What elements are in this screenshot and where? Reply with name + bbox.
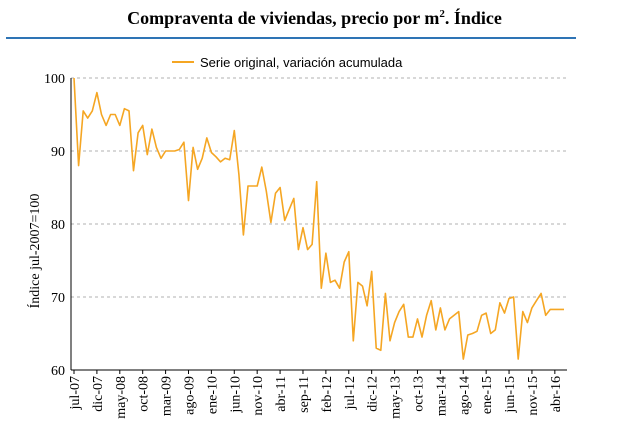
chart-title-superscript: 2 (439, 8, 445, 20)
x-tick-label: dic-12 (366, 376, 381, 412)
x-tick-label: abr-11 (274, 376, 289, 412)
y-tick-label: 60 (51, 364, 65, 379)
chart-title: Compraventa de viviendas, precio por m2.… (0, 8, 629, 29)
x-tick-label: oct-13 (411, 376, 426, 412)
y-tick-label: 100 (44, 72, 65, 87)
y-tick-label: 90 (51, 145, 65, 160)
x-tick-label: jul-12 (343, 376, 358, 410)
legend-label: Serie original, variación acumulada (200, 55, 403, 70)
x-tick-label: ene-10 (205, 376, 220, 414)
y-axis-label: Índice jul-2007=100 (26, 194, 43, 309)
x-tick-labels: jul-07 dic-07 may-08 oct-08 mar-09 ago-09 ene-… (68, 376, 564, 419)
x-tick-label: sep-11 (297, 376, 312, 413)
x-tick-label: jun-15 (503, 376, 518, 414)
x-tick-label: ago-14 (457, 376, 472, 415)
axes (70, 78, 567, 374)
x-tick-label: jul-07 (68, 376, 83, 410)
x-tick-label: mar-09 (160, 376, 175, 416)
x-tick-label: dic-07 (91, 376, 106, 412)
x-tick-label: ene-15 (480, 376, 495, 414)
chart-title-tail: . Índice (444, 8, 502, 28)
series (73, 77, 564, 360)
legend: Serie original, variación acumulada (172, 55, 403, 70)
x-tick-label: feb-12 (320, 376, 335, 413)
y-tick-label: 70 (51, 291, 65, 306)
x-tick-label: nov-15 (526, 376, 541, 416)
x-tick-label: abr-16 (549, 376, 564, 412)
gridlines (71, 77, 567, 298)
x-tick-label: jun-10 (228, 376, 243, 414)
x-tick-label: ago-09 (182, 376, 197, 415)
x-tick-label: oct-08 (137, 376, 152, 412)
x-tick-label: nov-10 (251, 376, 266, 416)
chart-title-main: Compraventa de viviendas, precio por m (127, 8, 440, 28)
y-tick-labels: 60 70 80 90 100 (44, 72, 65, 379)
x-tick-label: mar-14 (434, 376, 449, 416)
y-tick-label: 80 (51, 218, 65, 233)
title-rule (6, 37, 576, 39)
x-tick-label: may-13 (389, 376, 404, 419)
series-line (73, 77, 564, 360)
x-tick-label: may-08 (114, 376, 129, 419)
